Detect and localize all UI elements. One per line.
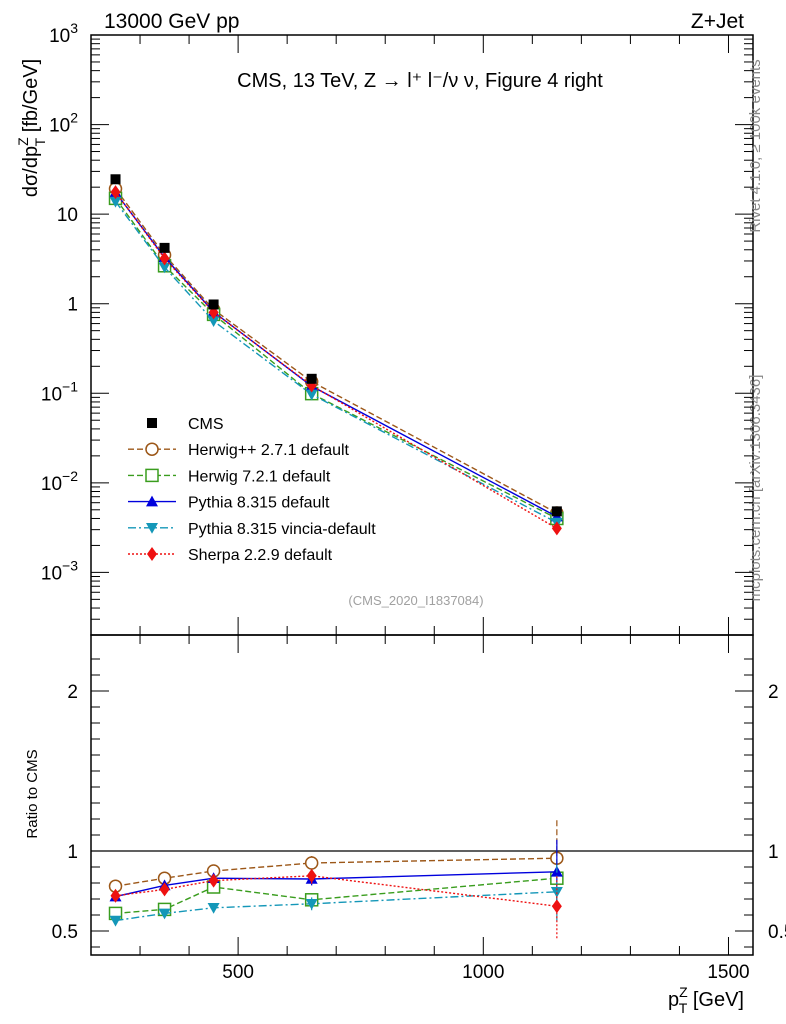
series-4-ratio-point: [208, 873, 219, 888]
series-2-line: [114, 191, 558, 518]
series-1-line: [114, 197, 558, 520]
legend-marker: [147, 418, 157, 428]
y-tick-base: 10: [49, 116, 70, 137]
y-tick-label: 10−3: [41, 557, 78, 584]
y-tick-label: 102: [49, 110, 78, 137]
series-3-point: [158, 262, 171, 274]
legend-label: Herwig++ 2.7.1 default: [188, 442, 350, 459]
series-4-ratio-point: [110, 888, 121, 903]
x-tick-label: 500: [222, 962, 254, 983]
y-tick-exp: 3: [70, 20, 78, 36]
x-label-main: p: [668, 989, 679, 1011]
ratio-tick-label-right: 1: [768, 842, 779, 863]
y-tick-base: 1: [67, 295, 78, 316]
series-3-ratio-point: [158, 908, 171, 920]
y-tick-exp: −2: [62, 468, 78, 484]
y-label-sub: T: [32, 137, 48, 146]
y-tick-label: 1: [67, 295, 78, 316]
series-0-ratio-line: [115, 857, 557, 887]
data-point: [159, 242, 170, 253]
series-3-ratio-point: [305, 899, 318, 910]
y-label-sup: Z: [15, 137, 31, 146]
y-tick-exp: −1: [62, 378, 78, 394]
legend-marker: [146, 495, 158, 507]
y-tick-base: 10: [41, 384, 62, 405]
y-tick-exp: 2: [70, 110, 78, 126]
y-tick-label: 10−1: [41, 378, 78, 405]
series-4-ratio-point: [159, 882, 170, 897]
x-tick-label: 1500: [707, 962, 749, 983]
data-point: [551, 506, 562, 517]
series-3-ratio-point: [109, 915, 122, 927]
ratio-tick-label-left: 0.5: [52, 922, 78, 943]
series-4-point: [110, 185, 121, 200]
series-4-line: [114, 191, 558, 529]
ratio-y-label: Ratio to CMS: [24, 749, 41, 838]
main-plot-frame: [90, 34, 754, 636]
ratio-tick-label-left: 1: [67, 842, 78, 863]
y-label-unit: [fb/GeV]: [20, 59, 42, 138]
x-label-unit: [GeV]: [687, 989, 744, 1011]
chart-title: CMS, 13 TeV, Z → l⁺ l⁻/ν ν, Figure 4 rig…: [237, 70, 603, 92]
series-4-ratio-line: [115, 875, 557, 907]
legend-label: Sherpa 2.2.9 default: [188, 547, 333, 564]
data-point: [306, 373, 317, 384]
legend: CMS Herwig++ 2.7.1 default Herwig 7.2.1 de…: [128, 416, 376, 564]
legend-label: Pythia 8.315 default: [188, 495, 330, 512]
ratio-tick-label-right: 2: [768, 682, 779, 703]
mcplots-label: mcplots.cern.ch [arXiv:1306.3436]: [747, 375, 764, 602]
x-label-sub: T: [679, 1000, 688, 1016]
y-tick-label: 10−2: [41, 468, 78, 495]
legend-marker: [146, 523, 158, 534]
series-4-point: [551, 521, 562, 536]
legend-label: Herwig 7.2.1 default: [188, 468, 331, 485]
header-left: 13000 GeV pp: [104, 10, 239, 33]
y-tick-base: 10: [57, 205, 78, 226]
series-3-point: [109, 196, 122, 208]
series-0-ratio-point: [304, 856, 319, 870]
series-0-line: [114, 188, 558, 514]
series-3-ratio-line: [115, 891, 557, 922]
ratio-tick-label-left: 2: [67, 682, 78, 703]
data-point: [110, 174, 121, 185]
header-right: Z+Jet: [691, 10, 744, 33]
analysis-id: (CMS_2020_I1837084): [348, 593, 483, 608]
ratio-plot-frame: [90, 634, 754, 956]
x-axis-label: pZ T [GeV]: [668, 984, 744, 1016]
legend-marker: [145, 468, 159, 483]
legend-marker: [145, 442, 159, 456]
legend-marker: [147, 547, 157, 561]
legend-label: Pythia 8.315 vincia-default: [188, 521, 376, 538]
y-axis-label: dσ/dpZT [fb/GeV]: [15, 59, 48, 197]
x-label-sup: Z: [679, 984, 688, 1000]
axis-ticks: 5001000150010−310−210−11101021030.50.511…: [41, 20, 786, 983]
y-tick-exp: −3: [62, 557, 78, 573]
rivet-label: Rivet 4.1.0, ≥ 100k events: [747, 59, 764, 232]
x-tick-label: 1000: [462, 962, 504, 983]
series-3-ratio-point: [207, 903, 220, 914]
series-4-ratio-point: [551, 899, 562, 914]
series-3-point: [305, 389, 318, 401]
series-3-point: [207, 316, 220, 328]
legend-label: CMS: [188, 416, 224, 433]
series-4-point: [159, 251, 170, 266]
y-tick-label: 10: [57, 205, 78, 226]
series-4-ratio-point: [306, 868, 317, 883]
ratio-tick-label-right: 0.5: [768, 922, 786, 943]
y-tick-base: 10: [41, 563, 62, 584]
data-point: [208, 299, 219, 310]
series-3-line: [114, 201, 558, 524]
y-tick-base: 10: [49, 26, 70, 47]
y-label-main: dσ/dp: [20, 146, 42, 197]
series-layer: [91, 174, 753, 939]
y-tick-label: 103: [49, 20, 78, 47]
y-tick-base: 10: [41, 474, 62, 495]
